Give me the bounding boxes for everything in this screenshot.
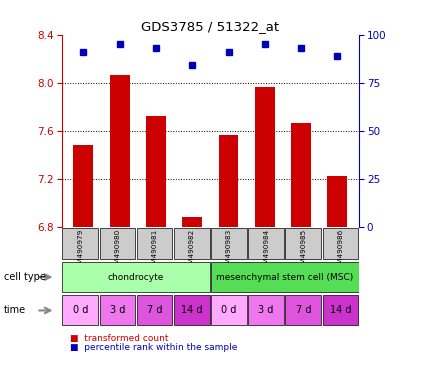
Bar <box>323 295 358 326</box>
Bar <box>327 176 347 227</box>
Bar <box>323 228 358 259</box>
Text: ■  percentile rank within the sample: ■ percentile rank within the sample <box>70 343 238 353</box>
Text: ■  transformed count: ■ transformed count <box>70 334 169 343</box>
Bar <box>137 295 173 326</box>
Bar <box>255 88 275 227</box>
Bar <box>99 228 135 259</box>
Bar <box>137 228 173 259</box>
Text: chondrocyte: chondrocyte <box>108 273 164 281</box>
Bar <box>248 295 284 326</box>
Bar <box>62 295 98 326</box>
Bar <box>99 295 135 326</box>
Text: GSM490979: GSM490979 <box>77 229 83 273</box>
Text: GSM490981: GSM490981 <box>152 229 158 273</box>
Text: GSM490986: GSM490986 <box>337 229 343 273</box>
Text: time: time <box>4 305 26 316</box>
Bar <box>248 228 284 259</box>
Text: GSM490984: GSM490984 <box>263 229 269 273</box>
Title: GDS3785 / 51322_at: GDS3785 / 51322_at <box>141 20 280 33</box>
Text: 14 d: 14 d <box>181 305 203 316</box>
Text: 7 d: 7 d <box>296 305 311 316</box>
Bar <box>291 123 311 227</box>
Text: 0 d: 0 d <box>73 305 88 316</box>
Bar <box>286 295 321 326</box>
Bar <box>211 262 359 292</box>
Bar <box>62 228 98 259</box>
Bar <box>174 295 210 326</box>
Text: GSM490985: GSM490985 <box>300 229 306 273</box>
Text: mesenchymal stem cell (MSC): mesenchymal stem cell (MSC) <box>216 273 353 281</box>
Bar <box>286 228 321 259</box>
Text: GSM490980: GSM490980 <box>114 229 120 273</box>
Bar <box>62 262 210 292</box>
Text: 14 d: 14 d <box>330 305 351 316</box>
Bar <box>174 228 210 259</box>
Text: GSM490982: GSM490982 <box>189 229 195 273</box>
Bar <box>110 75 130 227</box>
Bar <box>211 295 247 326</box>
Bar <box>218 136 238 227</box>
Text: 0 d: 0 d <box>221 305 237 316</box>
Text: cell type: cell type <box>4 272 46 282</box>
Bar <box>146 116 166 227</box>
Text: 7 d: 7 d <box>147 305 162 316</box>
Text: 3 d: 3 d <box>110 305 125 316</box>
Text: GSM490983: GSM490983 <box>226 229 232 273</box>
Text: 3 d: 3 d <box>258 305 274 316</box>
Bar <box>182 217 202 227</box>
Bar <box>211 228 247 259</box>
Bar <box>74 145 94 227</box>
